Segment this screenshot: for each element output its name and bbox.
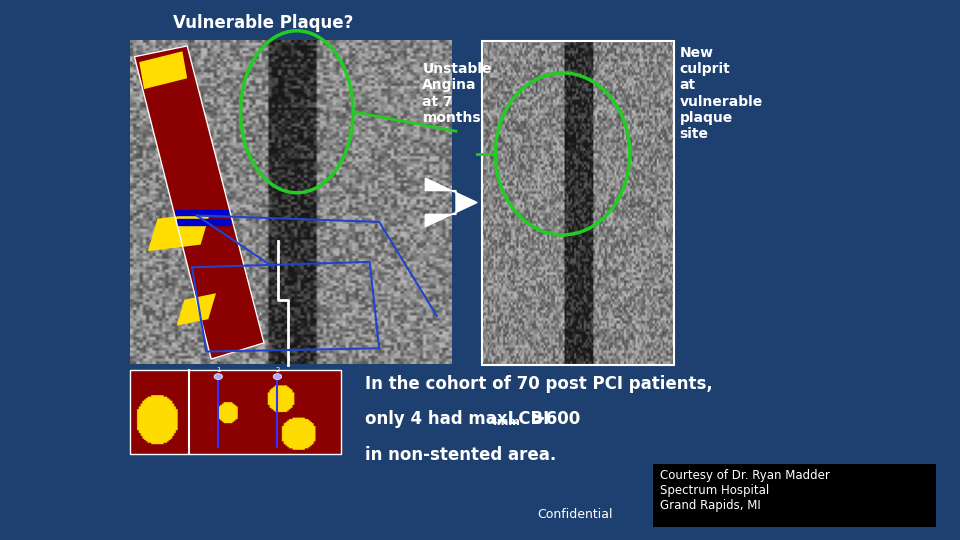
Polygon shape [134,46,264,359]
Ellipse shape [274,374,281,380]
Text: only 4 had maxLCBI: only 4 had maxLCBI [365,410,549,428]
Text: Vulnerable Plaque?: Vulnerable Plaque? [173,14,353,31]
Text: Confidential: Confidential [538,508,613,521]
Text: Unstable
Angina
at 7
months: Unstable Angina at 7 months [422,62,492,125]
Polygon shape [175,210,228,215]
Polygon shape [178,219,230,225]
Polygon shape [148,212,210,251]
Bar [653,464,936,526]
Polygon shape [139,51,187,89]
Text: in non-stented area.: in non-stented area. [365,446,556,463]
Text: Courtesy of Dr. Ryan Madder
Spectrum Hospital
Grand Rapids, MI: Courtesy of Dr. Ryan Madder Spectrum Hos… [660,469,830,512]
Text: 1: 1 [216,367,221,373]
Polygon shape [177,293,216,326]
Ellipse shape [214,374,223,380]
Polygon shape [425,178,477,227]
Text: 4mm: 4mm [490,417,520,427]
Text: 2: 2 [276,367,279,373]
Text: New
culprit
at
vulnerable
plaque
site: New culprit at vulnerable plaque site [680,46,763,141]
Text: >600: >600 [526,410,580,428]
Text: In the cohort of 70 post PCI patients,: In the cohort of 70 post PCI patients, [365,375,712,393]
Bar [482,40,674,365]
Bar [130,370,341,454]
Bar [130,370,341,454]
